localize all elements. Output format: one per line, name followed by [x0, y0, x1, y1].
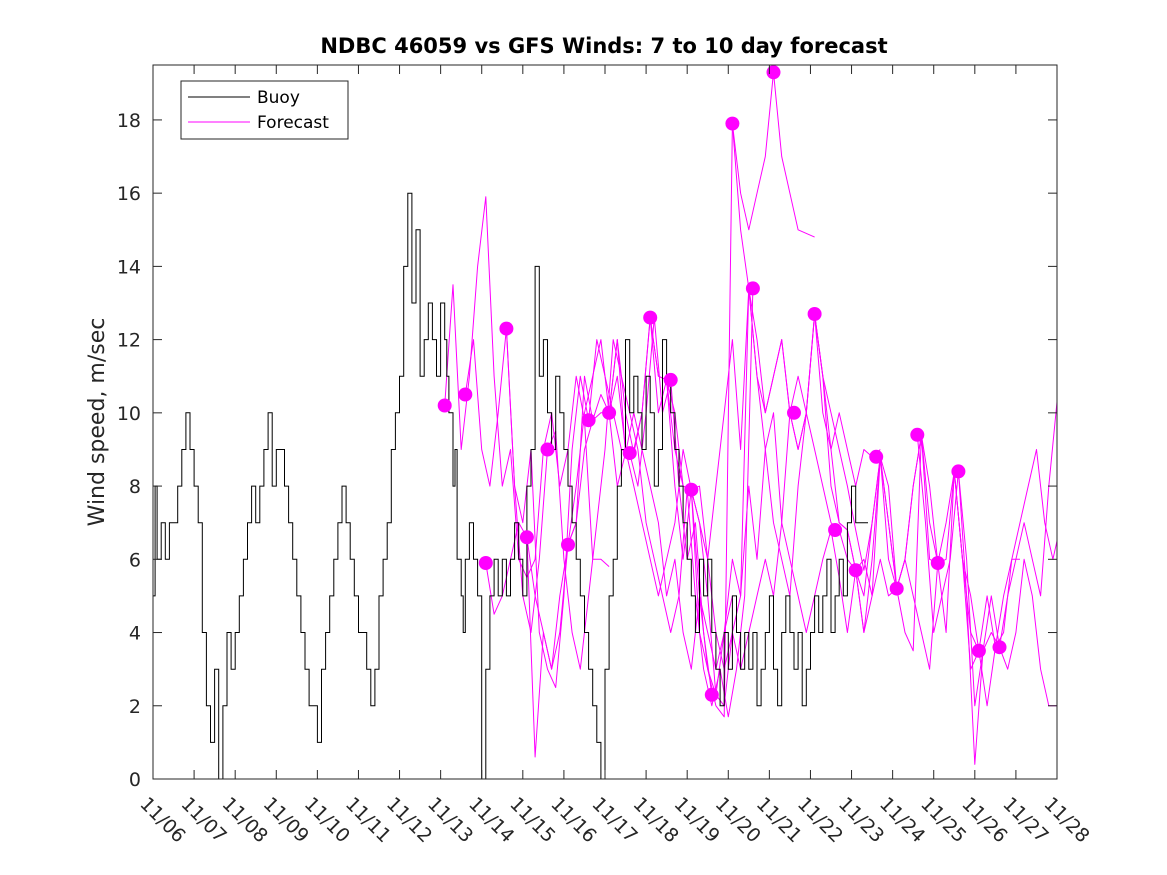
x-tick-label: 11/06 [135, 793, 189, 847]
y-axis-label: Wind speed, m/sec [85, 318, 110, 527]
x-tick-label: 11/20 [711, 793, 765, 847]
forecast-marker [807, 307, 822, 321]
legend-forecast-label: Forecast [257, 113, 329, 133]
forecast-marker [622, 446, 637, 461]
x-tick-label: 11/15 [505, 793, 559, 847]
forecast-marker [951, 464, 966, 479]
x-tick-label: 11/14 [464, 793, 518, 847]
forecast-marker [684, 482, 699, 497]
legend: Buoy Forecast [180, 80, 349, 140]
forecast-marker-layer [437, 65, 1007, 702]
forecast-marker [766, 65, 781, 80]
x-tick-label: 11/16 [546, 793, 600, 847]
forecast-marker [930, 556, 945, 570]
forecast-marker [848, 563, 863, 578]
y-tick-label: 12 [117, 330, 141, 352]
forecast-marker [540, 442, 555, 457]
forecast-marker [787, 405, 801, 420]
x-tick-label: 11/23 [834, 793, 888, 847]
forecast-line-13 [957, 471, 1057, 765]
forecast-marker [745, 281, 760, 296]
x-tick-label: 11/11 [341, 793, 395, 847]
forecast-marker [992, 640, 1007, 655]
forecast-marker [499, 321, 514, 336]
x-tick-label: 11/13 [423, 793, 477, 847]
forecast-marker [971, 643, 986, 658]
forecast-line-5 [526, 71, 815, 758]
forecast-marker [910, 427, 925, 442]
x-tick-label: 11/26 [957, 793, 1011, 847]
forecast-marker [704, 687, 719, 702]
x-tick-label: 11/25 [916, 793, 970, 847]
y-tick-label: 0 [129, 769, 141, 791]
forecast-line-12 [916, 401, 1058, 707]
x-tick-label: 11/17 [587, 793, 641, 847]
plot-area [153, 65, 1057, 779]
forecast-line-8 [649, 317, 939, 696]
forecast-marker [519, 530, 534, 545]
y-tick-label: 8 [129, 476, 141, 498]
forecast-line-10 [731, 123, 1020, 652]
x-tick-label: 11/22 [793, 793, 847, 847]
x-tick-label: 11/10 [300, 793, 354, 847]
y-tick-label: 2 [129, 696, 141, 718]
forecast-line-9 [690, 313, 980, 707]
x-tick-label: 11/12 [382, 793, 436, 847]
buoy-line [153, 192, 868, 780]
forecast-marker [561, 537, 575, 552]
chart-title: NDBC 46059 vs GFS Winds: 7 to 10 day for… [320, 34, 887, 58]
forecast-marker [663, 372, 678, 387]
forecast-marker [828, 523, 843, 537]
y-tick-label: 10 [117, 403, 141, 425]
x-tick-label: 11/24 [875, 793, 929, 847]
y-axis: 0 2 4 6 8 10 12 14 16 18 [117, 110, 1057, 791]
forecast-marker [869, 449, 884, 464]
forecast-marker [581, 413, 596, 428]
y-tick-label: 14 [117, 256, 141, 278]
x-tick-label: 11/19 [670, 793, 724, 847]
legend-box [180, 80, 349, 140]
forecast-marker [643, 310, 658, 325]
y-tick-label: 4 [129, 623, 141, 645]
x-tick-label: 11/08 [218, 793, 272, 847]
forecast-marker [478, 556, 493, 570]
x-tick-label: 11/09 [259, 793, 313, 847]
forecast-marker [437, 398, 452, 413]
x-tick-label: 11/18 [629, 793, 683, 847]
forecast-marker [602, 405, 617, 420]
x-tick-label: 11/21 [752, 793, 806, 847]
x-tick-label: 11/27 [998, 793, 1052, 847]
legend-buoy-label: Buoy [257, 88, 300, 108]
x-tick-label: 11/07 [177, 793, 231, 847]
forecast-marker [725, 116, 740, 131]
y-tick-label: 16 [117, 183, 141, 205]
y-tick-label: 6 [129, 549, 141, 571]
y-tick-label: 18 [117, 110, 141, 132]
x-tick-label: 11/28 [1039, 793, 1093, 847]
forecast-marker [458, 387, 473, 402]
forecast-marker [889, 581, 904, 596]
